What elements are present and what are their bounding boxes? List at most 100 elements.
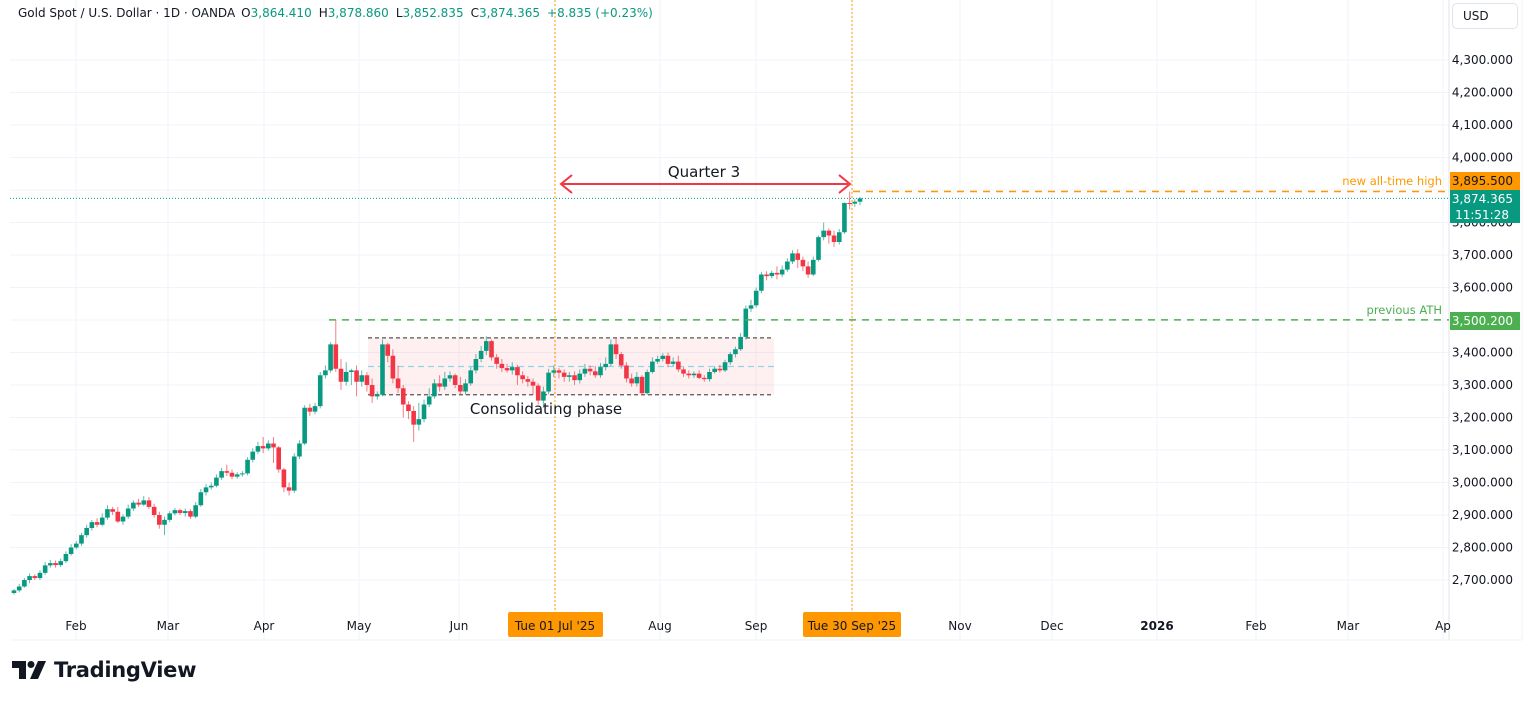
candle xyxy=(509,362,515,375)
time-tick-label: Nov xyxy=(948,619,971,633)
change-value: +8.835 (+0.23%) xyxy=(547,6,653,20)
candle xyxy=(16,583,22,593)
time-axis[interactable]: Feb Mar Apr May Jun Aug Sep Nov Dec 2026 Feb Mar Ap xyxy=(65,619,1451,633)
candle xyxy=(255,441,261,454)
quarter-3-arrow[interactable] xyxy=(559,174,852,194)
candle xyxy=(416,402,422,431)
time-tick-label: Aug xyxy=(648,619,671,633)
candle xyxy=(105,505,110,520)
candle xyxy=(805,261,811,278)
price-tick-label: 3,600.000 xyxy=(1452,281,1513,295)
symbol-legend[interactable]: Gold Spot / U.S. Dollar · 1D · OANDA O 3,… xyxy=(18,6,660,20)
candle xyxy=(421,399,427,423)
candle xyxy=(603,357,608,371)
candle xyxy=(37,570,43,580)
candle xyxy=(193,502,198,519)
time-tick-label: May xyxy=(347,619,372,633)
candle xyxy=(484,336,489,356)
time-tick-label: Feb xyxy=(1245,619,1266,633)
price-tick-label: 2,900.000 xyxy=(1452,508,1513,522)
candle xyxy=(432,379,437,399)
candle xyxy=(800,256,806,272)
candle xyxy=(198,489,204,507)
candle xyxy=(11,589,17,595)
candle xyxy=(219,467,224,480)
candle xyxy=(447,371,453,382)
price-tick-label: 3,200.000 xyxy=(1452,411,1513,425)
candle xyxy=(151,503,157,518)
candle xyxy=(390,349,396,384)
candle xyxy=(406,401,411,420)
ath-price-text: 3,895.500 xyxy=(1452,174,1513,188)
candle xyxy=(468,367,474,386)
candle xyxy=(681,367,686,377)
last-price-text: 3,874.365 xyxy=(1452,192,1513,206)
candle xyxy=(131,500,136,512)
candle xyxy=(556,368,562,379)
candle xyxy=(712,366,717,374)
time-tick-label: 2026 xyxy=(1140,619,1173,633)
candle xyxy=(286,482,292,496)
candle xyxy=(655,355,660,364)
candle xyxy=(686,370,692,379)
candle xyxy=(146,497,152,510)
candle xyxy=(624,362,629,383)
candle xyxy=(250,448,256,463)
open-value: 3,864.410 xyxy=(250,6,312,20)
candle xyxy=(733,346,738,358)
candle xyxy=(162,516,167,536)
candle xyxy=(94,518,100,528)
candle xyxy=(691,371,697,378)
candle xyxy=(670,357,676,367)
candle xyxy=(48,559,53,568)
candle xyxy=(629,373,634,387)
candle xyxy=(291,453,297,493)
candle xyxy=(717,364,723,373)
candle xyxy=(369,378,375,403)
candle xyxy=(587,365,593,376)
price-tick-label: 3,000.000 xyxy=(1452,476,1513,490)
prev-ath-price-text: 3,500.200 xyxy=(1452,314,1513,328)
candle xyxy=(297,440,302,460)
candle xyxy=(463,379,468,395)
candle xyxy=(852,199,858,207)
price-tick-label: 3,400.000 xyxy=(1452,346,1513,360)
consolidation-box[interactable] xyxy=(368,337,774,396)
candle xyxy=(458,376,463,396)
last-price-badge xyxy=(1450,190,1520,223)
candle xyxy=(22,578,27,588)
high-label: H xyxy=(318,6,328,20)
candle xyxy=(582,363,588,377)
candle xyxy=(546,368,551,395)
tradingview-logo[interactable]: TradingView xyxy=(12,658,196,682)
candle xyxy=(349,368,354,385)
currency-button[interactable]: USD xyxy=(1452,3,1518,29)
candle xyxy=(795,249,801,268)
candle xyxy=(281,467,287,493)
candle xyxy=(167,511,173,523)
price-axis[interactable]: 4,300.0004,200.0004,100.0004,000.0003,80… xyxy=(1452,53,1513,587)
candle xyxy=(489,339,494,361)
candle xyxy=(785,258,790,272)
candle xyxy=(328,342,333,373)
price-tick-label: 4,300.000 xyxy=(1452,53,1513,67)
candle xyxy=(764,271,769,281)
candle xyxy=(452,373,458,389)
close-label: C xyxy=(470,6,479,20)
candle xyxy=(125,504,131,519)
candle xyxy=(32,574,38,580)
candle xyxy=(400,385,406,418)
candle xyxy=(214,474,219,488)
high-value: 3,878.860 xyxy=(327,6,389,20)
candle xyxy=(748,299,754,312)
candle xyxy=(759,271,764,294)
candle xyxy=(89,519,95,531)
candle xyxy=(136,498,141,507)
close-value: 3,874.365 xyxy=(478,6,541,20)
candle xyxy=(53,560,58,568)
candle xyxy=(338,359,344,390)
countdown-text: 11:51:28 xyxy=(1455,208,1509,222)
candle xyxy=(707,368,712,382)
